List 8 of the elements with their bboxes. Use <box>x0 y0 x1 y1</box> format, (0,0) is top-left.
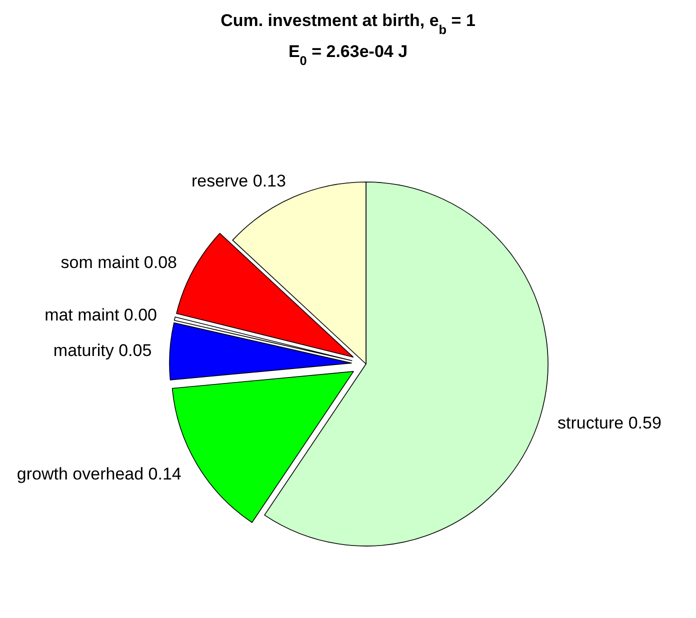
slice-label: maturity 0.05 <box>53 341 152 360</box>
slice-label: som maint 0.08 <box>60 252 178 272</box>
slice-label: mat maint 0.00 <box>44 305 158 324</box>
slice-label: reserve 0.13 <box>191 171 286 190</box>
slice-label: structure 0.59 <box>558 413 662 432</box>
chart-subtitle: E$_{0}$ = 2.63e-04 J <box>288 42 408 68</box>
slice-label: growth overhead 0.14 <box>16 464 182 484</box>
chart-title: Cum. investment at birth, e$_{b}$ = 1 <box>220 11 476 36</box>
